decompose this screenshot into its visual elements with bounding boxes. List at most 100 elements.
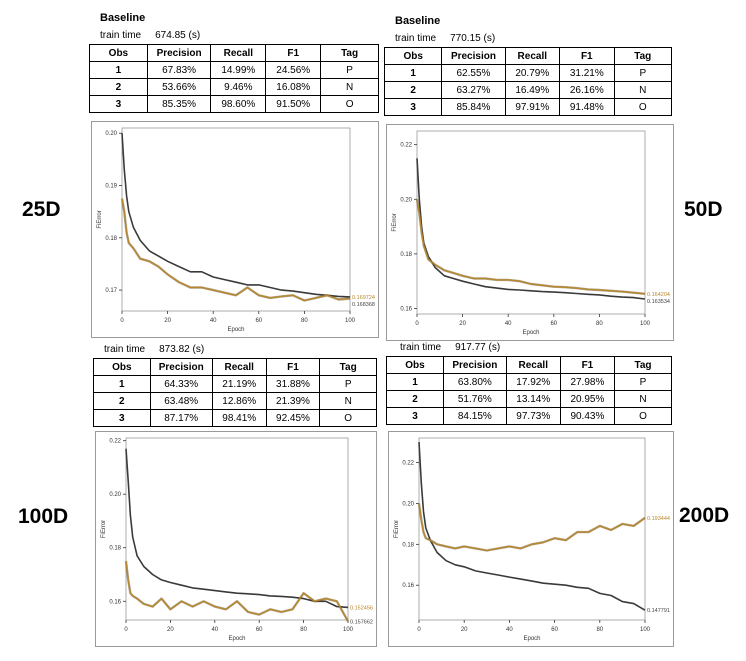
- y-tick-label: 0.16: [402, 583, 414, 589]
- error-chart: 0 20 40 60 80 100 0.16 0.18 0.20 0.22 Epoch FiError…: [101, 437, 373, 642]
- column-header: Recall: [505, 356, 561, 374]
- x-tick-label: 100: [345, 318, 356, 324]
- table-cell: N: [613, 390, 673, 408]
- table-cell: 3: [89, 95, 148, 113]
- table-row: 2 53.66% 9.46% 16.08% N: [89, 78, 379, 96]
- train-time: train time 917.77 (s): [400, 342, 500, 353]
- y-tick-label: 0.16: [109, 599, 121, 605]
- error-chart-panel: 0 20 40 60 80 100 0.16 0.18 0.20 0.22 Epoch FiError…: [386, 124, 674, 341]
- column-header: Recall: [210, 44, 267, 62]
- table-row: 1 63.80% 17.92% 27.98% P: [386, 373, 673, 391]
- table-cell: N: [319, 392, 377, 410]
- x-axis-label: Epoch: [227, 327, 244, 333]
- train-time-label: train time: [400, 342, 442, 353]
- table-cell: P: [319, 375, 377, 393]
- x-tick-label: 60: [550, 321, 557, 327]
- val-error-line-shadow: [124, 560, 350, 622]
- train-time-value: 873.82 (s): [159, 344, 205, 355]
- table-cell: 16.08%: [265, 78, 322, 96]
- table-cell: 63.48%: [149, 392, 213, 410]
- table-cell: 2: [386, 390, 444, 408]
- y-tick-label: 0.22: [109, 439, 121, 445]
- column-header: F1: [559, 356, 615, 374]
- table-cell: 3: [93, 409, 151, 427]
- table-cell: 13.14%: [505, 390, 561, 408]
- table-cell: O: [319, 409, 377, 427]
- train-error-line: [418, 442, 646, 611]
- train-error-line: [416, 158, 646, 300]
- x-tick-label: 100: [640, 321, 651, 327]
- y-axis-label: FiError: [101, 520, 107, 538]
- error-chart: 0 20 40 60 80 100 0.16 0.18 0.20 0.22 Epoch FiError…: [394, 437, 670, 642]
- metrics-table: Obs Precision Recall F1 Tag 1 63.80% 17.92% 27.9…: [386, 356, 673, 425]
- column-header: F1: [559, 47, 615, 65]
- val-error-line: [416, 199, 646, 295]
- val-error-line: [121, 198, 351, 302]
- table-header-row: Obs Precision Recall F1 Tag: [89, 44, 379, 62]
- table-cell: 53.66%: [146, 78, 212, 96]
- table-cell: N: [613, 81, 673, 99]
- column-header: Recall: [504, 47, 561, 65]
- baseline-label: Baseline: [100, 12, 146, 24]
- table-cell: 21.19%: [211, 375, 267, 393]
- end-value-label: 0.193444: [647, 516, 670, 522]
- column-header: Precision: [441, 47, 506, 65]
- column-header: Obs: [386, 356, 444, 374]
- x-tick-label: 40: [505, 321, 512, 327]
- table-header-row: Obs Precision Recall F1 Tag: [383, 47, 673, 65]
- x-tick-label: 80: [596, 627, 603, 633]
- table-cell: 87.17%: [149, 409, 213, 427]
- x-tick-label: 60: [256, 627, 263, 633]
- table-cell: 91.50%: [265, 95, 322, 113]
- y-tick-label: 0.17: [105, 288, 117, 294]
- x-tick-label: 60: [551, 627, 558, 633]
- table-cell: 1: [386, 373, 444, 391]
- column-header: Precision: [443, 356, 507, 374]
- x-tick-label: 0: [415, 321, 419, 327]
- val-error-line: [418, 503, 646, 552]
- plot-frame: [125, 437, 349, 621]
- metrics-table: Obs Precision Recall F1 Tag 1 64.33% 21.19% 31.8…: [93, 358, 377, 427]
- column-header: Precision: [146, 44, 212, 62]
- table-cell: 63.80%: [443, 373, 507, 391]
- table-cell: 67.83%: [146, 61, 212, 79]
- x-axis-label: Epoch: [523, 636, 540, 642]
- plot-frame: [121, 127, 351, 312]
- table-cell: 31.88%: [265, 375, 321, 393]
- column-header: F1: [265, 44, 322, 62]
- val-error-line-shadow: [120, 198, 351, 302]
- table-cell: 26.16%: [559, 81, 615, 99]
- error-chart-panel: 0 20 40 60 80 100 0.16 0.18 0.20 0.22 Epoch FiError…: [95, 431, 377, 647]
- table-cell: 20.79%: [504, 64, 561, 82]
- x-axis-label: Epoch: [522, 330, 539, 336]
- table-cell: P: [613, 64, 673, 82]
- val-error-line-shadow: [417, 503, 646, 552]
- train-error-line: [125, 448, 349, 609]
- y-tick-label: 0.22: [402, 461, 414, 467]
- table-cell: 63.27%: [441, 81, 506, 99]
- column-header: Tag: [320, 44, 379, 62]
- table-cell: 31.21%: [559, 64, 615, 82]
- error-chart: 0 20 40 60 80 100 0.17 0.18 0.19 0.20 Epoch FiError…: [97, 127, 375, 333]
- table-cell: 17.92%: [505, 373, 561, 391]
- column-header: Recall: [211, 358, 267, 376]
- table-cell: 16.49%: [504, 81, 561, 99]
- table-row: 3 85.35% 98.60% 91.50% O: [89, 95, 379, 113]
- table-row: 1 62.55% 20.79% 31.21% P: [383, 64, 673, 82]
- table-cell: 21.39%: [265, 392, 321, 410]
- x-tick-label: 80: [300, 627, 307, 633]
- dimension-label: 25D: [22, 198, 61, 221]
- x-tick-label: 40: [506, 627, 513, 633]
- column-header: Tag: [613, 47, 673, 65]
- table-cell: 85.84%: [441, 98, 506, 116]
- y-tick-label: 0.20: [402, 501, 414, 507]
- train-error-line: [121, 133, 351, 298]
- y-tick-label: 0.20: [109, 492, 121, 498]
- y-tick-label: 0.22: [400, 143, 412, 149]
- end-value-label: 0.168368: [352, 302, 375, 308]
- column-header: Obs: [383, 47, 443, 65]
- column-header: Tag: [613, 356, 673, 374]
- table-cell: 51.76%: [443, 390, 507, 408]
- table-row: 3 84.15% 97.73% 90.43% O: [386, 407, 673, 425]
- table-cell: 98.60%: [210, 95, 267, 113]
